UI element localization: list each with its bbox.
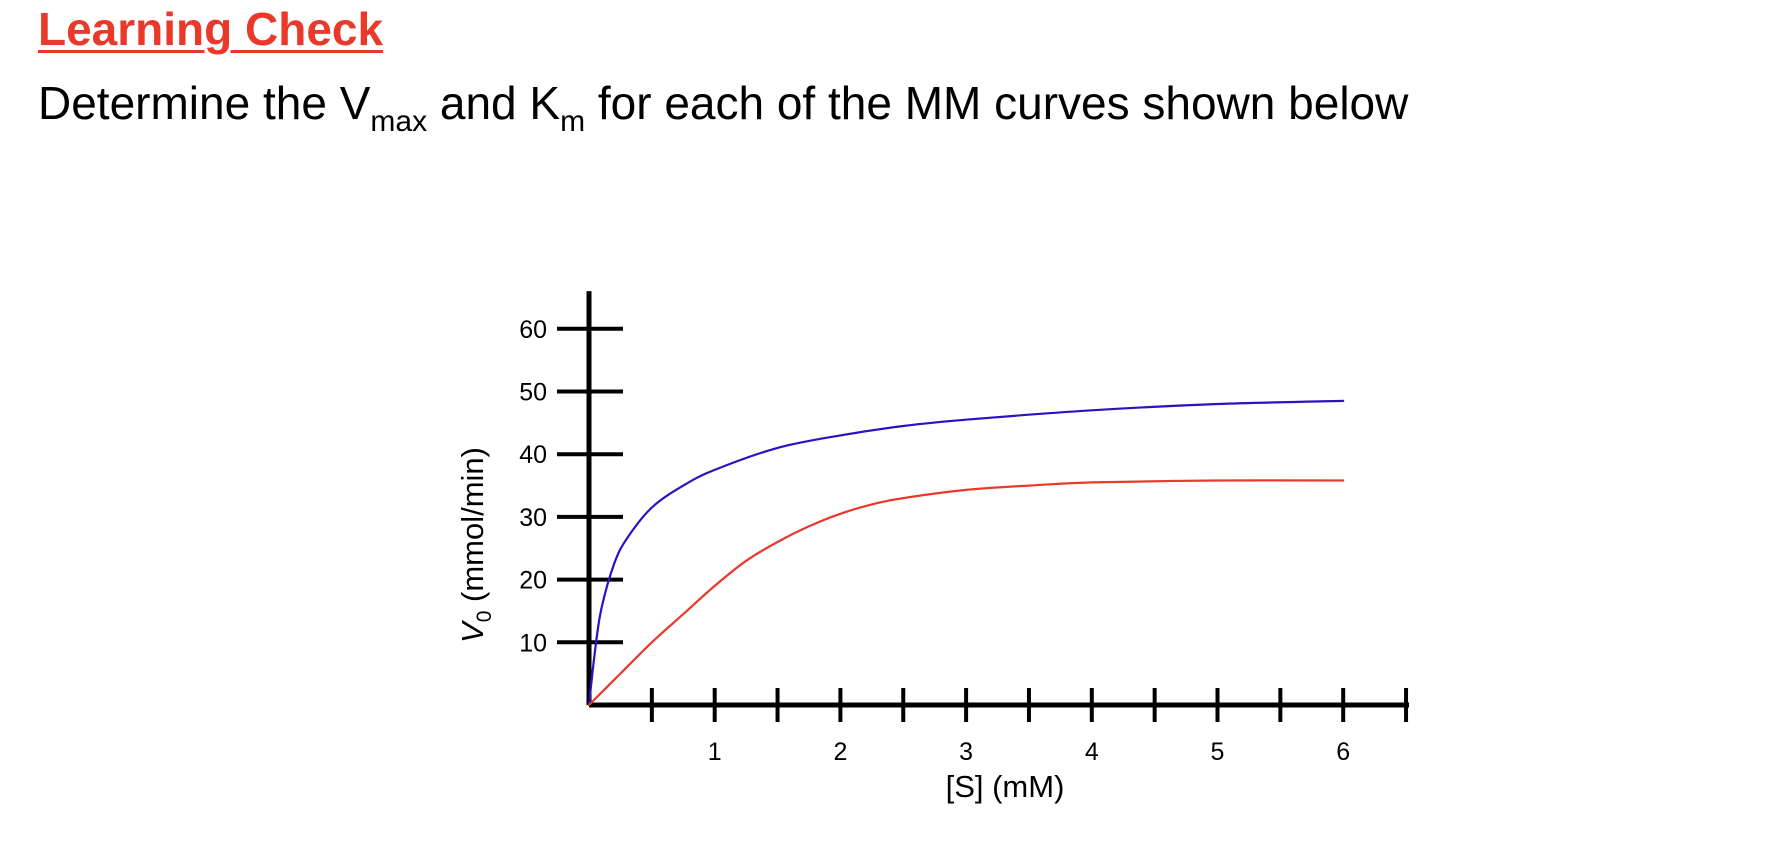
question-sub-m: m bbox=[560, 105, 586, 138]
y-tick-label: 50 bbox=[519, 379, 547, 407]
y-axis-label-v: V bbox=[455, 619, 490, 643]
x-axis-label: [S] (mM) bbox=[946, 769, 1065, 804]
y-tick-label: 60 bbox=[519, 316, 547, 344]
slide-title: Learning Check bbox=[38, 3, 384, 55]
y-tick-label: 40 bbox=[519, 441, 547, 469]
x-tick-label: 2 bbox=[833, 738, 847, 766]
y-axis-label-units: (mmol/min) bbox=[455, 447, 490, 611]
y-axis-label: V0 (mmol/min) bbox=[455, 447, 496, 643]
slide-question: Determine the Vmax and Km for each of th… bbox=[38, 76, 1409, 137]
y-tick-label: 30 bbox=[519, 504, 547, 532]
axes: 1 2 3 4 5 6 10 20 30 40 50 60 bbox=[519, 291, 1410, 766]
question-text-part3: for each of the MM curves shown below bbox=[585, 77, 1409, 129]
series-group bbox=[587, 399, 1345, 707]
x-tick-label: 6 bbox=[1336, 738, 1350, 766]
y-axis-label-sub: 0 bbox=[473, 611, 496, 623]
x-tick-label: 4 bbox=[1085, 738, 1099, 766]
y-tick-label: 20 bbox=[519, 567, 547, 595]
blue-curve bbox=[587, 399, 1345, 707]
x-tick-label: 3 bbox=[959, 738, 973, 766]
axis-labels: [S] (mM) V0 (mmol/min) bbox=[455, 447, 1064, 804]
y-tick-label: 10 bbox=[519, 629, 547, 657]
question-text-part2: and K bbox=[427, 77, 561, 129]
x-tick-label: 5 bbox=[1211, 738, 1225, 766]
question-text-part1: Determine the V bbox=[38, 77, 371, 129]
question-sub-max: max bbox=[370, 105, 428, 138]
x-tick-label: 1 bbox=[708, 738, 722, 766]
red-curve bbox=[587, 479, 1345, 707]
